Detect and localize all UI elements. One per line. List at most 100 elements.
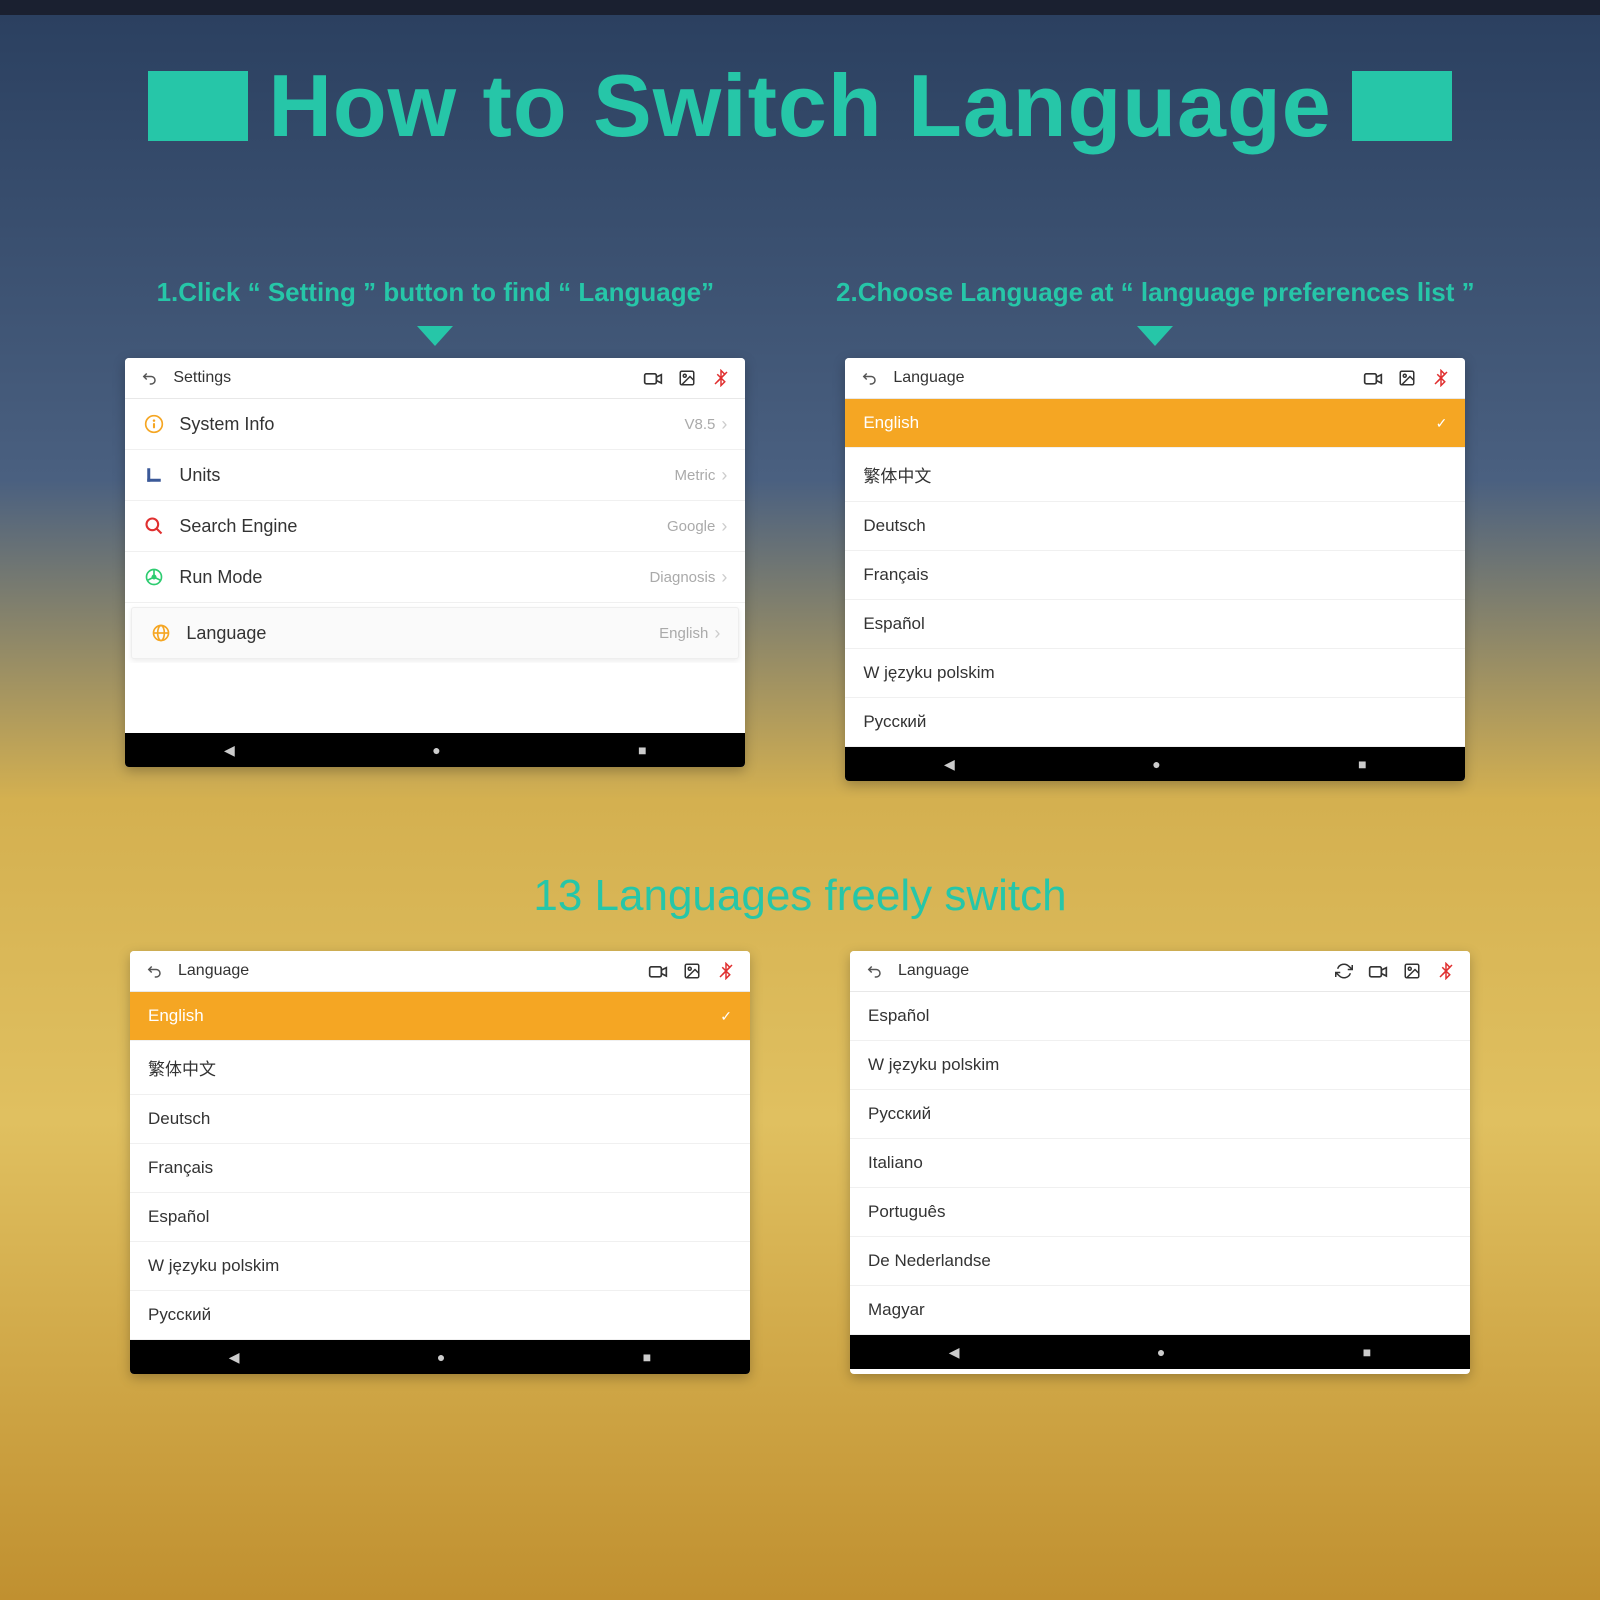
title-bar-right xyxy=(1352,71,1452,141)
language-row[interactable]: Deutsch xyxy=(845,502,1465,551)
android-navbar: ◀ ● ■ xyxy=(845,747,1465,781)
language-row[interactable]: Русский xyxy=(130,1291,750,1340)
language-row[interactable]: W języku polskim xyxy=(130,1242,750,1291)
language-label: Español xyxy=(148,1207,209,1227)
settings-row-search-engine[interactable]: Search EngineGoogle› xyxy=(125,501,745,552)
android-navbar: ◀ ● ■ xyxy=(130,1340,750,1374)
nav-home-icon[interactable]: ● xyxy=(1157,1344,1165,1360)
language-row[interactable]: Español xyxy=(850,992,1470,1041)
back-icon[interactable] xyxy=(859,368,879,388)
nav-recent-icon[interactable]: ■ xyxy=(1363,1344,1371,1360)
picture-icon[interactable] xyxy=(1397,368,1417,388)
language-row[interactable]: Italiano xyxy=(850,1139,1470,1188)
language-label: 繁体中文 xyxy=(148,1055,216,1080)
language-label: 繁体中文 xyxy=(863,462,931,487)
check-icon: ✓ xyxy=(720,1008,732,1025)
tablet-header: Settings xyxy=(125,358,745,399)
language-row[interactable]: Español xyxy=(845,600,1465,649)
nav-back-icon[interactable]: ◀ xyxy=(944,756,955,773)
bottom-row: Language English✓ 繁体中文 Deutsch Français Españ… xyxy=(0,951,1600,1374)
settings-row-units[interactable]: UnitsMetric› xyxy=(125,450,745,501)
camera-icon[interactable] xyxy=(643,368,663,388)
tablet-header: Language xyxy=(845,358,1465,399)
language-row[interactable]: Español xyxy=(130,1193,750,1242)
bluetooth-icon[interactable] xyxy=(1436,961,1456,981)
arrow-down-icon xyxy=(417,326,453,346)
picture-icon[interactable] xyxy=(682,961,702,981)
language-label: Русский xyxy=(148,1305,211,1325)
nav-back-icon[interactable]: ◀ xyxy=(224,742,235,759)
language-label: English xyxy=(863,413,919,433)
language-row[interactable]: Deutsch xyxy=(130,1095,750,1144)
title-row: How to Switch Language xyxy=(0,55,1600,157)
nav-back-icon[interactable]: ◀ xyxy=(229,1349,240,1366)
header-icons xyxy=(643,368,731,388)
chevron-right-icon: › xyxy=(714,623,720,644)
language-label: Deutsch xyxy=(148,1109,210,1129)
language-row[interactable]: De Nederlandse xyxy=(850,1237,1470,1286)
language-row[interactable]: Русский xyxy=(845,698,1465,747)
camera-icon[interactable] xyxy=(648,961,668,981)
step1-label: 1.Click “ Setting ” button to find “ Lan… xyxy=(157,277,715,308)
row-label: Search Engine xyxy=(179,516,297,537)
nav-recent-icon[interactable]: ■ xyxy=(643,1349,651,1365)
language-label: Português xyxy=(868,1202,946,1222)
language-row[interactable]: 繁体中文 xyxy=(130,1041,750,1095)
settings-row-language[interactable]: LanguageEnglish› xyxy=(131,607,739,659)
nav-recent-icon[interactable]: ■ xyxy=(638,742,646,758)
language-row[interactable]: Magyar xyxy=(850,1286,1470,1335)
language-row[interactable]: English✓ xyxy=(130,992,750,1041)
picture-icon[interactable] xyxy=(1402,961,1422,981)
nav-back-icon[interactable]: ◀ xyxy=(949,1344,960,1361)
language-row[interactable]: W języku polskim xyxy=(845,649,1465,698)
language-row[interactable]: Français xyxy=(130,1144,750,1193)
language-tablet-b: Language English✓ 繁体中文 Deutsch Français Españ… xyxy=(130,951,750,1374)
subtitle: 13 Languages freely switch xyxy=(0,871,1600,921)
row-label: Run Mode xyxy=(179,567,262,588)
tablet-header: Language xyxy=(130,951,750,992)
back-icon[interactable] xyxy=(144,961,164,981)
chevron-right-icon: › xyxy=(721,516,727,537)
language-row[interactable]: Français xyxy=(845,551,1465,600)
back-icon[interactable] xyxy=(139,368,159,388)
camera-icon[interactable] xyxy=(1368,961,1388,981)
nav-home-icon[interactable]: ● xyxy=(437,1349,445,1365)
header-title: Language xyxy=(898,962,969,980)
language-label: Magyar xyxy=(868,1300,925,1320)
chevron-right-icon: › xyxy=(721,414,727,435)
step2-label: 2.Choose Language at “ language preferen… xyxy=(836,277,1475,308)
language-row[interactable]: English✓ xyxy=(845,399,1465,448)
info-icon xyxy=(143,413,165,435)
settings-row-system-info[interactable]: System InfoV8.5› xyxy=(125,399,745,450)
language-row[interactable]: W języku polskim xyxy=(850,1041,1470,1090)
globe-icon xyxy=(150,622,172,644)
settings-row-run-mode[interactable]: Run ModeDiagnosis› xyxy=(125,552,745,603)
bluetooth-icon[interactable] xyxy=(711,368,731,388)
language-row[interactable]: Русский xyxy=(850,1090,1470,1139)
language-label: W języku polskim xyxy=(148,1256,279,1276)
nav-recent-icon[interactable]: ■ xyxy=(1358,756,1366,772)
settings-tablet: SettingsSystem InfoV8.5›UnitsMetric›Sear… xyxy=(125,358,745,767)
main-title: How to Switch Language xyxy=(268,55,1331,157)
language-label: W języku polskim xyxy=(863,663,994,683)
language-label: Deutsch xyxy=(863,516,925,536)
language-row[interactable]: Português xyxy=(850,1188,1470,1237)
bluetooth-icon[interactable] xyxy=(1431,368,1451,388)
nav-home-icon[interactable]: ● xyxy=(432,742,440,758)
bluetooth-icon[interactable] xyxy=(716,961,736,981)
header-icons xyxy=(648,961,736,981)
units-icon xyxy=(143,464,165,486)
android-navbar: ◀ ● ■ xyxy=(850,1335,1470,1369)
language-row[interactable]: 繁体中文 xyxy=(845,448,1465,502)
step1-col: 1.Click “ Setting ” button to find “ Lan… xyxy=(125,277,745,781)
header-icons xyxy=(1363,368,1451,388)
row-value: V8.5 xyxy=(684,416,715,433)
back-icon[interactable] xyxy=(864,961,884,981)
nav-home-icon[interactable]: ● xyxy=(1152,756,1160,772)
language-label: Русский xyxy=(863,712,926,732)
header-title: Language xyxy=(178,962,249,980)
language-tablet-a: LanguageEnglish✓ 繁体中文 Deutsch FrançaisEspañ… xyxy=(845,358,1465,781)
picture-icon[interactable] xyxy=(677,368,697,388)
sync-icon[interactable] xyxy=(1334,961,1354,981)
camera-icon[interactable] xyxy=(1363,368,1383,388)
